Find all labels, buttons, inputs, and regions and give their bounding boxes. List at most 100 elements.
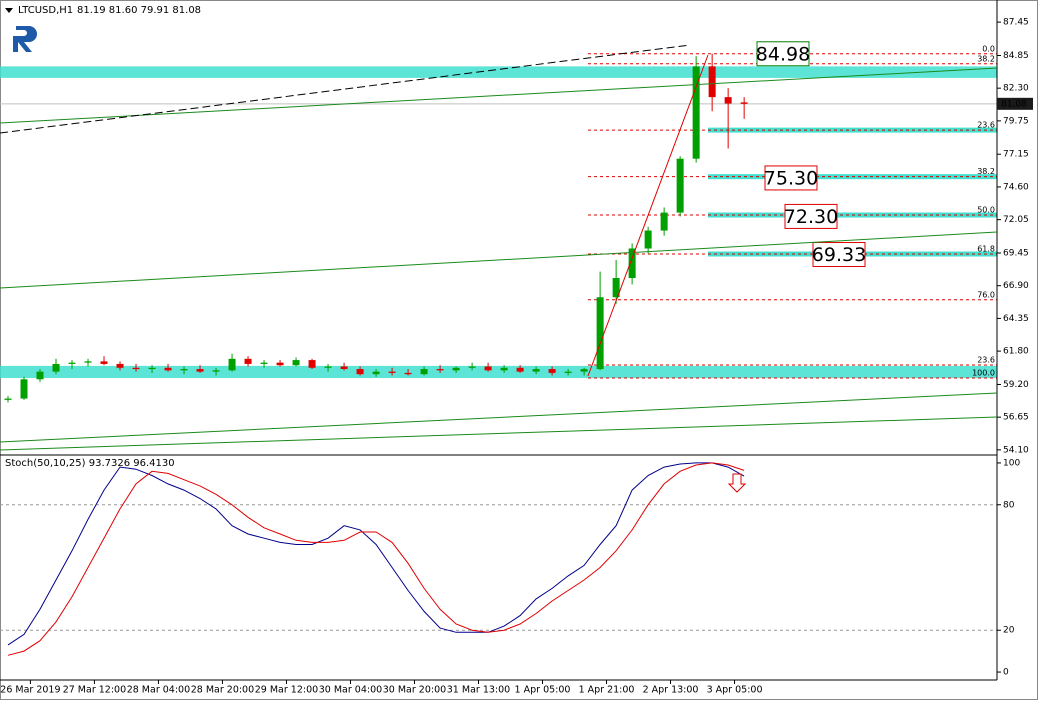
candle-body <box>36 371 44 380</box>
candle-body <box>148 367 156 370</box>
candle-body <box>276 362 284 366</box>
fib-label: 100.0 <box>972 369 995 378</box>
x-tick-label: 30 Mar 04:00 <box>319 685 382 696</box>
candle-body <box>740 102 748 104</box>
candle-body <box>468 366 476 368</box>
y-tick-label: 80 <box>1003 500 1015 510</box>
candle-body <box>596 297 604 370</box>
candle-body <box>548 369 556 373</box>
price-label: 69.33 <box>812 244 866 266</box>
ohlc-text: 81.19 81.60 79.91 81.08 <box>77 5 201 16</box>
y-tick-label: 54.10 <box>1003 445 1029 455</box>
x-tick-label: 3 Apr 05:00 <box>707 685 763 696</box>
x-tick-label: 28 Mar 04:00 <box>127 685 190 696</box>
stochastic-title: Stoch(50,10,25) 93.7326 96.4130 <box>5 458 175 469</box>
price-label-box <box>764 165 818 191</box>
candle-body <box>372 371 380 375</box>
candle-body <box>580 369 588 372</box>
trend-line <box>0 231 998 289</box>
x-tick-label: 27 Mar 12:00 <box>63 685 126 696</box>
candle-body <box>404 372 412 375</box>
candle-body <box>532 369 540 372</box>
y-tick-label: 0 <box>1003 668 1009 678</box>
y-tick-label: 100 <box>1003 458 1020 468</box>
fib-label: 23.6 <box>977 355 995 364</box>
y-tick-label: 66.90 <box>1003 281 1029 291</box>
candle-body <box>196 369 204 372</box>
dashed-trend-line <box>0 44 691 134</box>
x-tick-label: 31 Mar 13:00 <box>447 685 510 696</box>
x-tick-label: 28 Mar 20:00 <box>191 685 254 696</box>
candle-body <box>100 361 108 364</box>
candle-body <box>612 277 620 298</box>
candle-body <box>340 366 348 370</box>
y-tick-label: 20 <box>1003 626 1015 636</box>
x-tick-label: 29 Mar 12:00 <box>255 685 318 696</box>
candle-body <box>420 369 428 375</box>
fib-trend-line <box>587 54 709 377</box>
price-pane: 0.038.223.638.250.061.876.023.6100.084.9… <box>0 41 997 403</box>
y-tick-label: 56.65 <box>1003 413 1029 423</box>
fib-label: 76.0 <box>977 290 995 299</box>
candle-body <box>356 369 364 375</box>
candle-body <box>676 158 684 213</box>
y-tick-label: 69.45 <box>1003 248 1029 258</box>
trend-line <box>0 392 998 443</box>
candle-body <box>484 366 492 371</box>
candle-body <box>708 66 716 98</box>
y-tick-label: 79.75 <box>1003 116 1029 126</box>
candle-body <box>388 371 396 373</box>
candle-body <box>436 369 444 371</box>
candle-body <box>20 379 28 399</box>
price-label-box <box>756 41 810 67</box>
candle-body <box>628 248 636 278</box>
symbol-title: LTCUSD,H1 <box>18 5 73 16</box>
fib-label: 38.2 <box>977 54 995 63</box>
trend-line <box>0 67 998 124</box>
candle-body <box>180 369 188 371</box>
candle-body <box>4 398 12 400</box>
candle-body <box>564 371 572 373</box>
y-tick-label: 82.30 <box>1003 84 1029 94</box>
y-tick-label: 74.60 <box>1003 182 1029 192</box>
price-label: 84.98 <box>756 43 810 65</box>
candle-body <box>228 358 236 371</box>
fib-label: 61.8 <box>977 245 995 254</box>
candle-body <box>116 363 124 368</box>
candle-body <box>500 367 508 371</box>
candle-body <box>452 367 460 371</box>
fib-label: 0.0 <box>982 44 995 53</box>
price-label: 72.30 <box>784 206 838 228</box>
x-tick-label: 30 Mar 20:00 <box>383 685 446 696</box>
stochastic-pane <box>0 462 997 656</box>
candle-body <box>212 370 220 372</box>
candle-body <box>724 97 732 104</box>
x-tick-label: 1 Apr 05:00 <box>515 685 571 696</box>
y-tick-label: 77.15 <box>1003 150 1029 160</box>
menu-triangle <box>5 8 13 13</box>
trend-lines <box>0 44 998 493</box>
candle-body <box>692 66 700 159</box>
trend-line <box>0 416 998 451</box>
y-tick-label: 84.85 <box>1003 51 1029 61</box>
y-tick-label: 72.05 <box>1003 215 1029 225</box>
candle-body <box>84 361 92 363</box>
candle-body <box>244 358 252 364</box>
price-label-box <box>784 203 838 229</box>
candle-body <box>132 367 140 370</box>
last-price-label: 81.08 <box>1001 99 1027 109</box>
last-price-box <box>997 97 1033 110</box>
candle-body <box>260 362 268 364</box>
x-tick-label: 1 Apr 21:00 <box>579 685 635 696</box>
x-tick-label: 26 Mar 2019 <box>0 685 60 696</box>
candle-body <box>516 367 524 372</box>
stochastic-line <box>7 462 745 646</box>
stochastic-line <box>7 462 745 656</box>
candle-body <box>52 363 60 372</box>
candle-body <box>644 230 652 249</box>
candle-body <box>164 367 172 371</box>
price-label-box <box>812 242 866 268</box>
fib-label: 50.0 <box>977 206 995 215</box>
candle-body <box>68 362 76 364</box>
